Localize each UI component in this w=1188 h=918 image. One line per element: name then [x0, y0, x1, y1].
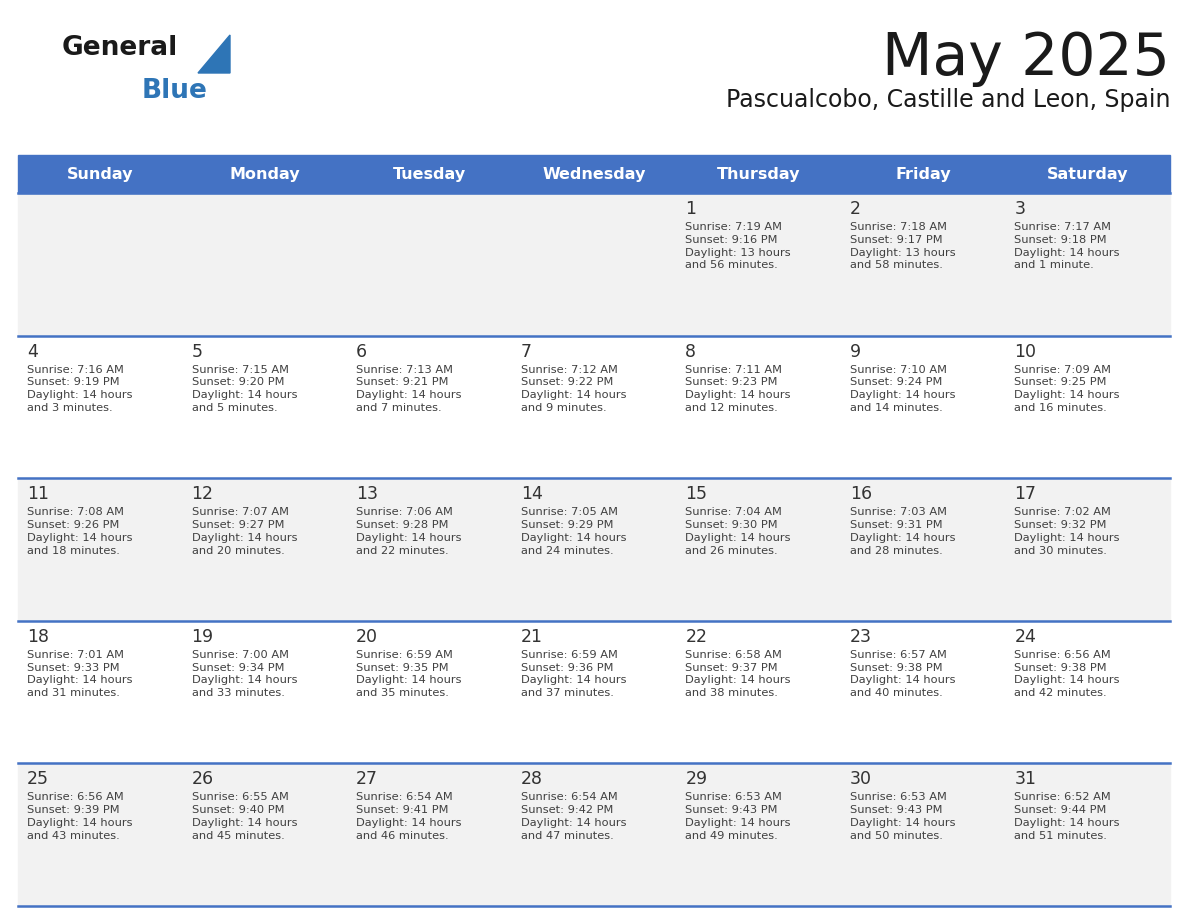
Text: 19: 19	[191, 628, 214, 645]
Text: Wednesday: Wednesday	[542, 166, 646, 182]
Text: Sunrise: 6:56 AM
Sunset: 9:39 PM
Daylight: 14 hours
and 43 minutes.: Sunrise: 6:56 AM Sunset: 9:39 PM Dayligh…	[27, 792, 133, 841]
Text: 11: 11	[27, 486, 49, 503]
Text: 23: 23	[849, 628, 872, 645]
Text: Sunrise: 7:11 AM
Sunset: 9:23 PM
Daylight: 14 hours
and 12 minutes.: Sunrise: 7:11 AM Sunset: 9:23 PM Dayligh…	[685, 364, 791, 413]
Text: Blue: Blue	[143, 78, 208, 104]
Text: 1: 1	[685, 200, 696, 218]
Text: 4: 4	[27, 342, 38, 361]
Text: 27: 27	[356, 770, 378, 789]
Text: May 2025: May 2025	[883, 30, 1170, 87]
Polygon shape	[198, 35, 230, 73]
Text: Sunrise: 6:59 AM
Sunset: 9:35 PM
Daylight: 14 hours
and 35 minutes.: Sunrise: 6:59 AM Sunset: 9:35 PM Dayligh…	[356, 650, 462, 699]
Text: 9: 9	[849, 342, 861, 361]
Text: Sunrise: 7:03 AM
Sunset: 9:31 PM
Daylight: 14 hours
and 28 minutes.: Sunrise: 7:03 AM Sunset: 9:31 PM Dayligh…	[849, 508, 955, 555]
Text: Sunrise: 7:02 AM
Sunset: 9:32 PM
Daylight: 14 hours
and 30 minutes.: Sunrise: 7:02 AM Sunset: 9:32 PM Dayligh…	[1015, 508, 1120, 555]
Text: 13: 13	[356, 486, 378, 503]
Text: Sunrise: 7:01 AM
Sunset: 9:33 PM
Daylight: 14 hours
and 31 minutes.: Sunrise: 7:01 AM Sunset: 9:33 PM Dayligh…	[27, 650, 133, 699]
Text: 28: 28	[520, 770, 543, 789]
Text: 12: 12	[191, 486, 214, 503]
Text: Sunrise: 7:07 AM
Sunset: 9:27 PM
Daylight: 14 hours
and 20 minutes.: Sunrise: 7:07 AM Sunset: 9:27 PM Dayligh…	[191, 508, 297, 555]
Text: Sunday: Sunday	[67, 166, 133, 182]
Text: Sunrise: 6:52 AM
Sunset: 9:44 PM
Daylight: 14 hours
and 51 minutes.: Sunrise: 6:52 AM Sunset: 9:44 PM Dayligh…	[1015, 792, 1120, 841]
Text: Sunrise: 6:53 AM
Sunset: 9:43 PM
Daylight: 14 hours
and 49 minutes.: Sunrise: 6:53 AM Sunset: 9:43 PM Dayligh…	[685, 792, 791, 841]
Text: Tuesday: Tuesday	[393, 166, 466, 182]
Text: Sunrise: 7:19 AM
Sunset: 9:16 PM
Daylight: 13 hours
and 56 minutes.: Sunrise: 7:19 AM Sunset: 9:16 PM Dayligh…	[685, 222, 791, 271]
Bar	[18, 336, 1170, 478]
Text: 14: 14	[520, 486, 543, 503]
Text: Sunrise: 6:54 AM
Sunset: 9:41 PM
Daylight: 14 hours
and 46 minutes.: Sunrise: 6:54 AM Sunset: 9:41 PM Dayligh…	[356, 792, 462, 841]
Bar	[18, 764, 1170, 906]
Text: 7: 7	[520, 342, 532, 361]
Text: Sunrise: 7:08 AM
Sunset: 9:26 PM
Daylight: 14 hours
and 18 minutes.: Sunrise: 7:08 AM Sunset: 9:26 PM Dayligh…	[27, 508, 133, 555]
Text: Sunrise: 6:59 AM
Sunset: 9:36 PM
Daylight: 14 hours
and 37 minutes.: Sunrise: 6:59 AM Sunset: 9:36 PM Dayligh…	[520, 650, 626, 699]
Text: Sunrise: 6:58 AM
Sunset: 9:37 PM
Daylight: 14 hours
and 38 minutes.: Sunrise: 6:58 AM Sunset: 9:37 PM Dayligh…	[685, 650, 791, 699]
Text: General: General	[62, 35, 178, 61]
Text: 15: 15	[685, 486, 707, 503]
Text: Sunrise: 7:13 AM
Sunset: 9:21 PM
Daylight: 14 hours
and 7 minutes.: Sunrise: 7:13 AM Sunset: 9:21 PM Dayligh…	[356, 364, 462, 413]
Text: 20: 20	[356, 628, 378, 645]
Text: 6: 6	[356, 342, 367, 361]
Text: 25: 25	[27, 770, 49, 789]
Text: Saturday: Saturday	[1047, 166, 1129, 182]
Text: Thursday: Thursday	[716, 166, 801, 182]
Text: Sunrise: 7:17 AM
Sunset: 9:18 PM
Daylight: 14 hours
and 1 minute.: Sunrise: 7:17 AM Sunset: 9:18 PM Dayligh…	[1015, 222, 1120, 271]
Text: Sunrise: 6:56 AM
Sunset: 9:38 PM
Daylight: 14 hours
and 42 minutes.: Sunrise: 6:56 AM Sunset: 9:38 PM Dayligh…	[1015, 650, 1120, 699]
Text: Sunrise: 7:10 AM
Sunset: 9:24 PM
Daylight: 14 hours
and 14 minutes.: Sunrise: 7:10 AM Sunset: 9:24 PM Dayligh…	[849, 364, 955, 413]
Text: 17: 17	[1015, 486, 1036, 503]
Text: Pascualcobo, Castille and Leon, Spain: Pascualcobo, Castille and Leon, Spain	[726, 88, 1170, 112]
Text: Sunrise: 6:55 AM
Sunset: 9:40 PM
Daylight: 14 hours
and 45 minutes.: Sunrise: 6:55 AM Sunset: 9:40 PM Dayligh…	[191, 792, 297, 841]
Text: Sunrise: 6:54 AM
Sunset: 9:42 PM
Daylight: 14 hours
and 47 minutes.: Sunrise: 6:54 AM Sunset: 9:42 PM Dayligh…	[520, 792, 626, 841]
Text: 2: 2	[849, 200, 861, 218]
Text: 5: 5	[191, 342, 203, 361]
Text: Sunrise: 7:15 AM
Sunset: 9:20 PM
Daylight: 14 hours
and 5 minutes.: Sunrise: 7:15 AM Sunset: 9:20 PM Dayligh…	[191, 364, 297, 413]
Text: Sunrise: 6:57 AM
Sunset: 9:38 PM
Daylight: 14 hours
and 40 minutes.: Sunrise: 6:57 AM Sunset: 9:38 PM Dayligh…	[849, 650, 955, 699]
Bar	[18, 621, 1170, 764]
Text: 26: 26	[191, 770, 214, 789]
Text: 21: 21	[520, 628, 543, 645]
Text: 16: 16	[849, 486, 872, 503]
Text: 3: 3	[1015, 200, 1025, 218]
Text: 22: 22	[685, 628, 707, 645]
Bar	[18, 155, 1170, 193]
Text: Sunrise: 7:16 AM
Sunset: 9:19 PM
Daylight: 14 hours
and 3 minutes.: Sunrise: 7:16 AM Sunset: 9:19 PM Dayligh…	[27, 364, 133, 413]
Text: Sunrise: 7:09 AM
Sunset: 9:25 PM
Daylight: 14 hours
and 16 minutes.: Sunrise: 7:09 AM Sunset: 9:25 PM Dayligh…	[1015, 364, 1120, 413]
Text: Sunrise: 7:05 AM
Sunset: 9:29 PM
Daylight: 14 hours
and 24 minutes.: Sunrise: 7:05 AM Sunset: 9:29 PM Dayligh…	[520, 508, 626, 555]
Text: Sunrise: 7:18 AM
Sunset: 9:17 PM
Daylight: 13 hours
and 58 minutes.: Sunrise: 7:18 AM Sunset: 9:17 PM Dayligh…	[849, 222, 955, 271]
Text: Monday: Monday	[229, 166, 301, 182]
Text: Friday: Friday	[896, 166, 950, 182]
Text: Sunrise: 6:53 AM
Sunset: 9:43 PM
Daylight: 14 hours
and 50 minutes.: Sunrise: 6:53 AM Sunset: 9:43 PM Dayligh…	[849, 792, 955, 841]
Text: 10: 10	[1015, 342, 1036, 361]
Bar	[18, 478, 1170, 621]
Text: 31: 31	[1015, 770, 1036, 789]
Text: Sunrise: 7:00 AM
Sunset: 9:34 PM
Daylight: 14 hours
and 33 minutes.: Sunrise: 7:00 AM Sunset: 9:34 PM Dayligh…	[191, 650, 297, 699]
Text: 18: 18	[27, 628, 49, 645]
Text: 29: 29	[685, 770, 707, 789]
Text: 8: 8	[685, 342, 696, 361]
Bar	[18, 193, 1170, 336]
Text: Sunrise: 7:06 AM
Sunset: 9:28 PM
Daylight: 14 hours
and 22 minutes.: Sunrise: 7:06 AM Sunset: 9:28 PM Dayligh…	[356, 508, 462, 555]
Text: 30: 30	[849, 770, 872, 789]
Text: Sunrise: 7:12 AM
Sunset: 9:22 PM
Daylight: 14 hours
and 9 minutes.: Sunrise: 7:12 AM Sunset: 9:22 PM Dayligh…	[520, 364, 626, 413]
Text: Sunrise: 7:04 AM
Sunset: 9:30 PM
Daylight: 14 hours
and 26 minutes.: Sunrise: 7:04 AM Sunset: 9:30 PM Dayligh…	[685, 508, 791, 555]
Text: 24: 24	[1015, 628, 1036, 645]
